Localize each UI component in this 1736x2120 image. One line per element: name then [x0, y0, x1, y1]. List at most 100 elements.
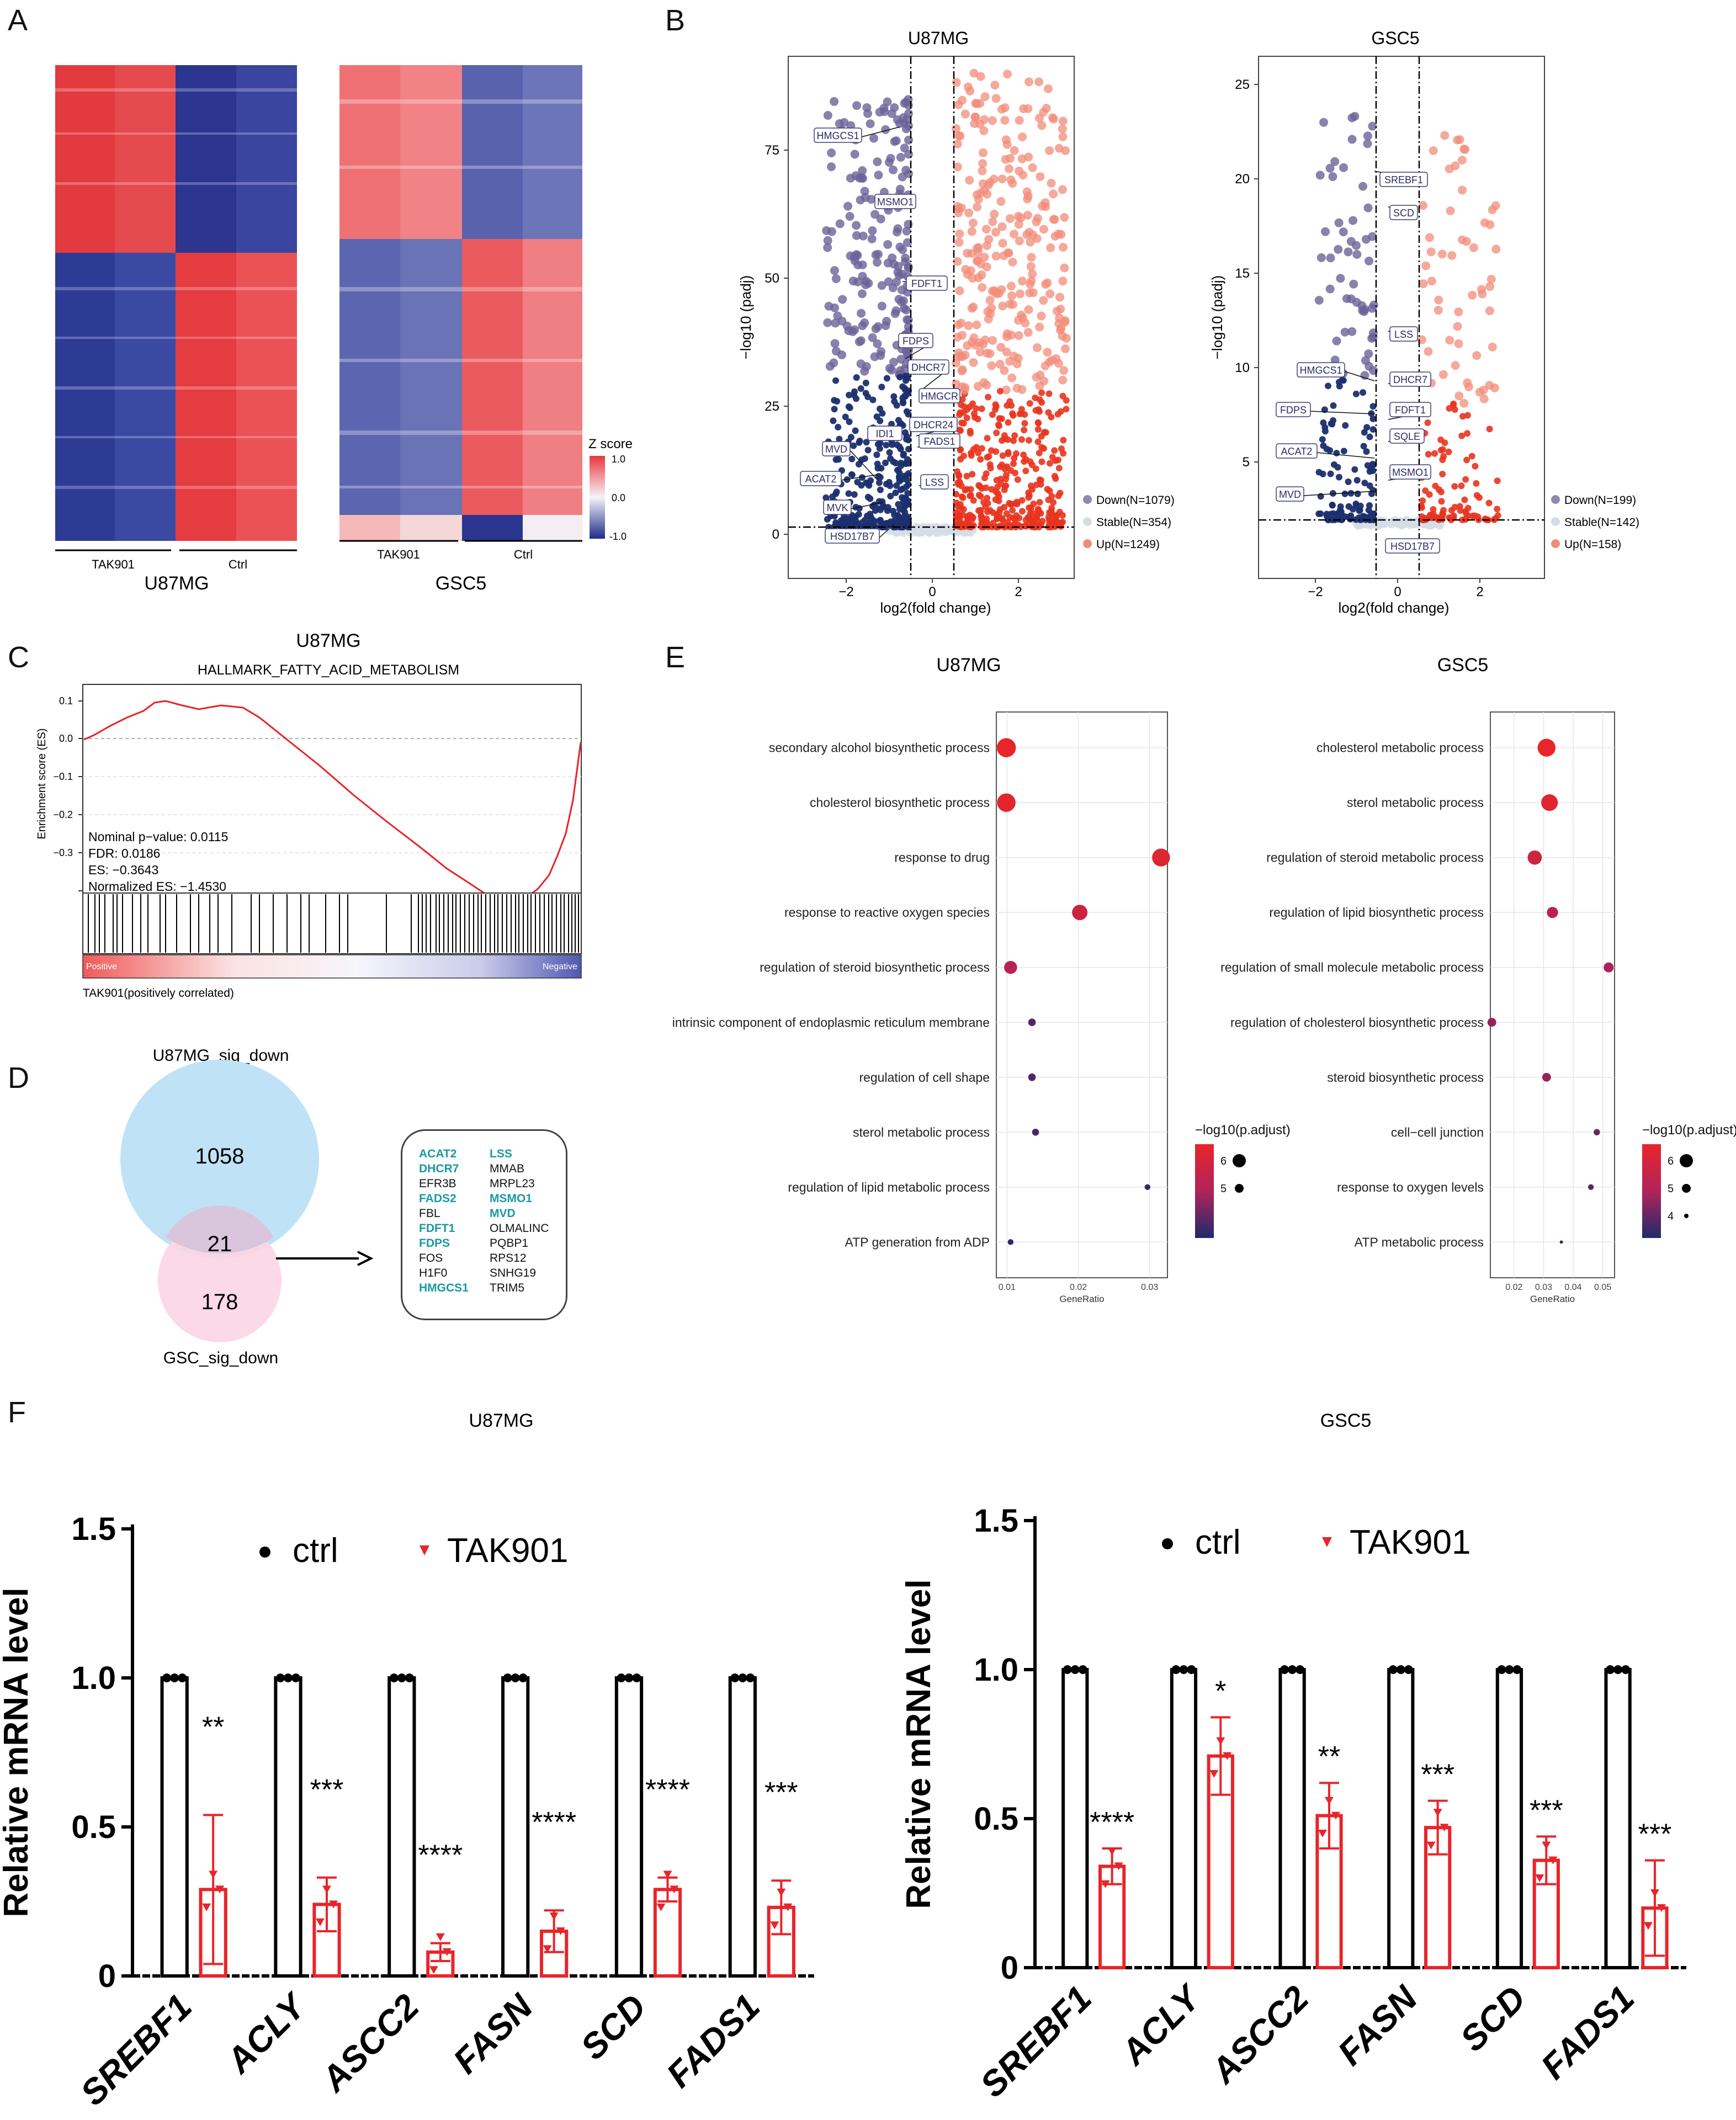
volcano-down-point [891, 306, 901, 316]
volcano-up-point [978, 166, 987, 176]
bar-category-label: ACLY [1113, 1976, 1210, 2073]
volcano-down-point [1361, 235, 1371, 244]
bar-ctrl [160, 1676, 189, 1978]
volcano-down-point [857, 173, 866, 182]
volcano-down-point [896, 366, 905, 375]
volcano-down-point [905, 411, 912, 418]
go-dot [1547, 907, 1558, 918]
volcano-down-point [1342, 294, 1351, 303]
volcano-up-point [1047, 355, 1057, 365]
volcano-up-point [977, 456, 984, 463]
volcano-up-point [955, 473, 963, 480]
volcano-down-point [853, 260, 863, 269]
volcano-up-point [1007, 281, 1016, 291]
bar-legend-tak901: TAK901 [1350, 1523, 1470, 1561]
volcano-panel: U87MG 0 25 50 75 −2 0 2 log2(fold change… [737, 28, 1639, 616]
volcano-up-point [1043, 278, 1052, 288]
volcano-up-point [1049, 189, 1058, 199]
volcano-up-point [965, 86, 975, 95]
volcano-up-point [1005, 419, 1012, 426]
bar-category-label: SREBF1 [973, 1978, 1099, 2105]
volcano-up-point [1422, 487, 1429, 494]
volcano-down-point [857, 385, 864, 392]
volcano-up-point [975, 449, 982, 456]
volcano-up-point [953, 332, 962, 342]
volcano-up-point [994, 483, 1001, 491]
volcano-up-point [1022, 230, 1032, 240]
volcano-up-point [1001, 503, 1008, 511]
go-dot [996, 738, 1016, 757]
volcano-down-point [852, 231, 861, 240]
volcano-down-point [1369, 426, 1377, 433]
volcano-down-point [1363, 139, 1372, 148]
venn-circle-u87 [120, 1060, 319, 1258]
volcano-down-point [1347, 113, 1357, 123]
volcano-down-point [859, 519, 866, 526]
volcano-up-point [1005, 214, 1015, 223]
volcano-up-point [976, 483, 984, 490]
volcano-up-point [964, 321, 973, 330]
volcano-up-point [1040, 429, 1048, 436]
bar-category-label: SCD [1452, 1978, 1533, 2059]
volcano-u87-xtick-neg2: −2 [838, 585, 853, 599]
volcano-up-point [999, 452, 1006, 459]
volcano-down-point [871, 501, 878, 508]
gsea-subtitle: HALLMARK_FATTY_ACID_METABOLISM [198, 662, 459, 678]
volcano-stable-point [1429, 522, 1436, 529]
volcano-up-point [976, 72, 985, 81]
go-xtick: 0.05 [1594, 1283, 1611, 1292]
volcano-up-point [1472, 351, 1482, 360]
volcano-up-point [1039, 225, 1048, 234]
heatmap-u87 [55, 65, 297, 541]
volcano-up-point [1045, 146, 1054, 155]
volcano-up-point [1454, 307, 1463, 316]
volcano-up-point [1022, 467, 1029, 475]
volcano-down-point [904, 262, 913, 272]
volcano-up-point [1479, 394, 1489, 403]
volcano-up-point [1457, 156, 1467, 165]
volcano-up-point [1011, 432, 1018, 439]
volcano-up-point [975, 99, 985, 108]
overlap-gene: TRIM5 [490, 1282, 524, 1294]
volcano-up-point [1058, 277, 1068, 286]
volcano-gene-label: FDPS [1280, 405, 1307, 416]
overlap-gene: FADS2 [419, 1192, 456, 1205]
volcano-up-point [1033, 343, 1042, 352]
volcano-gene-label: FDPS [902, 336, 929, 347]
volcano-down-point [867, 234, 877, 243]
volcano-up-point [983, 519, 990, 526]
volcano-stable-point [915, 530, 922, 537]
gsea-panel: U87MG HALLMARK_FATTY_ACID_METABOLISM 0.1… [36, 630, 582, 1000]
bar-category-label: ASCC2 [1203, 1978, 1316, 2092]
bar-legend-ctrl-marker [1162, 1538, 1173, 1549]
volcano-up-point [957, 401, 964, 408]
volcano-down-point [858, 231, 868, 241]
volcano-down-point [1326, 253, 1335, 263]
volcano-down-point [856, 437, 863, 444]
volcano-gene-label: ACAT2 [1281, 446, 1313, 457]
bar-tak901-point [1542, 1841, 1551, 1850]
overlap-gene: H1F0 [419, 1267, 448, 1279]
volcano-up-point [958, 95, 967, 105]
volcano-down-point [1324, 382, 1331, 390]
volcano-gene-label: ACAT2 [805, 474, 837, 485]
volcano-up-point [963, 415, 970, 422]
bar-tak901-point [543, 1945, 552, 1953]
volcano-down-point [868, 333, 877, 342]
volcano-down-point [835, 423, 842, 431]
volcano-up-point [1039, 518, 1046, 525]
overlap-gene: SNHG19 [490, 1267, 537, 1279]
volcano-down-point [904, 490, 911, 497]
venn-panel: U87MG_sig_down 1058 21 178 GSC_sig_down [120, 1046, 374, 1367]
volcano-up-point [1008, 501, 1015, 508]
bar-tak901-point [202, 1903, 211, 1911]
volcano-up-point [968, 219, 978, 228]
volcano-up-point [1034, 77, 1044, 87]
gsea-bar-positive: Positive [86, 962, 117, 971]
zscore-legend-title: Z score [588, 437, 633, 451]
volcano-up-point [957, 366, 967, 376]
volcano-down-point [899, 398, 906, 405]
bar-ctrl [1495, 1668, 1523, 1969]
bar-legend-tak-marker [420, 1545, 429, 1555]
volcano-up-point [1437, 436, 1445, 443]
